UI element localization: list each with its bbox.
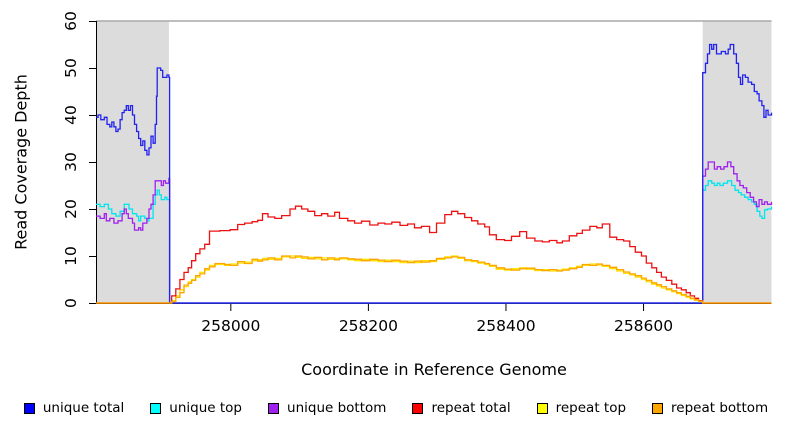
legend-item-repeat-total: repeat total [412, 400, 511, 416]
y-tick-label: 10 [62, 246, 80, 266]
legend-swatch-icon [652, 402, 664, 414]
x-tick-label: 258000 [201, 317, 260, 335]
series-repeat-bottom [96, 255, 772, 304]
shaded-region-flank-left [96, 21, 169, 303]
series-unique-bottom [96, 161, 773, 304]
legend-label: repeat top [555, 400, 627, 416]
legend: unique total unique top unique bottom repea… [0, 396, 792, 420]
y-axis-title: Read Coverage Depth [11, 74, 31, 250]
legend-swatch-icon [412, 402, 424, 414]
y-tick-label: 50 [62, 58, 80, 78]
x-axis-title: Coordinate in Reference Genome [301, 360, 567, 379]
series-unique-top [96, 180, 773, 304]
series-repeat-total [96, 205, 772, 304]
legend-label: unique bottom [287, 400, 387, 416]
legend-item-unique-total: unique total [23, 400, 125, 416]
x-tick-label: 258200 [339, 317, 398, 335]
legend-item-repeat-bottom: repeat bottom [652, 400, 768, 416]
legend-label: repeat total [431, 400, 511, 416]
series-repeat-top [96, 255, 772, 304]
y-tick-label: 40 [62, 105, 80, 125]
y-tick-label: 30 [62, 152, 80, 172]
y-tick-label: 60 [62, 11, 80, 31]
legend-label: unique top [169, 400, 243, 416]
legend-item-unique-top: unique top [150, 400, 242, 416]
series-unique-total [96, 43, 773, 304]
legend-item-unique-bottom: unique bottom [268, 400, 386, 416]
x-tick-label: 258400 [476, 317, 535, 335]
legend-swatch-icon [150, 402, 162, 414]
legend-swatch-icon [268, 402, 280, 414]
legend-label: repeat bottom [671, 400, 769, 416]
legend-swatch-icon [536, 402, 548, 414]
legend-swatch-icon [23, 402, 35, 414]
legend-item-repeat-top: repeat top [536, 400, 627, 416]
x-tick-label: 258600 [614, 317, 673, 335]
legend-label: unique total [42, 400, 125, 416]
y-tick-label: 0 [62, 298, 80, 308]
y-tick-label: 20 [62, 199, 80, 219]
